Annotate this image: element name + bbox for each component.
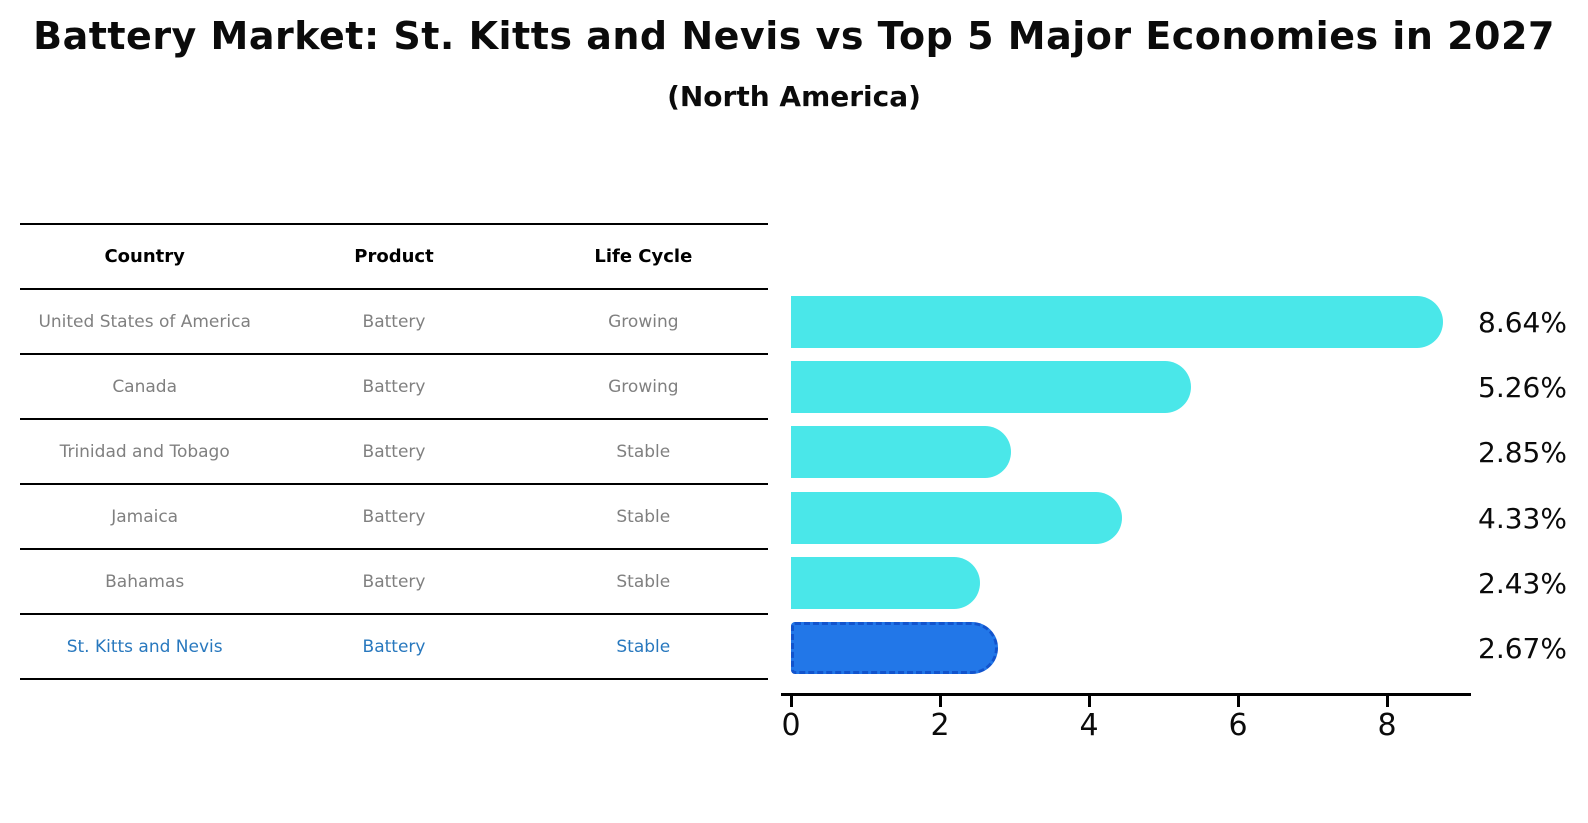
page-subtitle: (North America) [667,80,921,113]
bar-value-label: 8.64% [1478,305,1567,339]
cell-product: Battery [362,636,426,657]
column-header-product: Product [354,246,434,267]
x-axis-tick-label: 6 [1228,708,1248,743]
cell-life-cycle: Stable [616,506,671,527]
cell-product: Battery [362,506,426,527]
bar [791,557,980,609]
table-row: Bahamas Battery Stable [20,550,768,615]
table-row: St. Kitts and Nevis Battery Stable [20,615,768,680]
country-table: Country Product Life Cycle United States… [20,223,768,680]
bar-value-label: 2.85% [1478,435,1567,469]
table-row: Jamaica Battery Stable [20,485,768,550]
table-row: Canada Battery Growing [20,355,768,420]
cell-product: Battery [362,441,426,462]
cell-product: Battery [362,376,426,397]
cell-life-cycle: Stable [616,571,671,592]
x-axis-line [781,693,1471,696]
table-header-row: Country Product Life Cycle [20,225,768,290]
table-row: Trinidad and Tobago Battery Stable [20,420,768,485]
x-axis-tick-label: 2 [930,708,950,743]
cell-country: Jamaica [111,506,179,527]
bar-value-label: 2.67% [1478,631,1567,665]
cell-country: Canada [112,376,178,397]
cell-life-cycle: Stable [616,636,671,657]
cell-life-cycle: Growing [608,311,679,332]
column-header-life-cycle: Life Cycle [594,246,693,267]
x-axis-tick-label: 0 [781,708,801,743]
bar-highlighted [791,622,998,674]
cell-country: St. Kitts and Nevis [66,636,223,657]
x-axis-tick-mark [1386,696,1389,707]
x-axis-tick-mark [790,696,793,707]
bar-value-label: 2.43% [1478,566,1567,600]
x-axis-tick-label: 8 [1377,708,1397,743]
bar [791,492,1122,544]
x-axis-tick-label: 4 [1079,708,1099,743]
cell-product: Battery [362,311,426,332]
bar-value-label: 4.33% [1478,501,1567,535]
cell-product: Battery [362,571,426,592]
page-title: Battery Market: St. Kitts and Nevis vs T… [33,14,1555,58]
cell-country: United States of America [38,311,251,332]
cell-country: Bahamas [105,571,185,592]
column-header-country: Country [104,246,185,267]
cell-life-cycle: Stable [616,441,671,462]
bar [791,426,1011,478]
bar-value-label: 5.26% [1478,370,1567,404]
table-row: United States of America Battery Growing [20,290,768,355]
bar [791,296,1443,348]
bar [791,361,1191,413]
x-axis-tick-mark [1237,696,1240,707]
cell-life-cycle: Growing [608,376,679,397]
x-axis-tick-mark [1088,696,1091,707]
cell-country: Trinidad and Tobago [59,441,230,462]
x-axis-tick-mark [939,696,942,707]
